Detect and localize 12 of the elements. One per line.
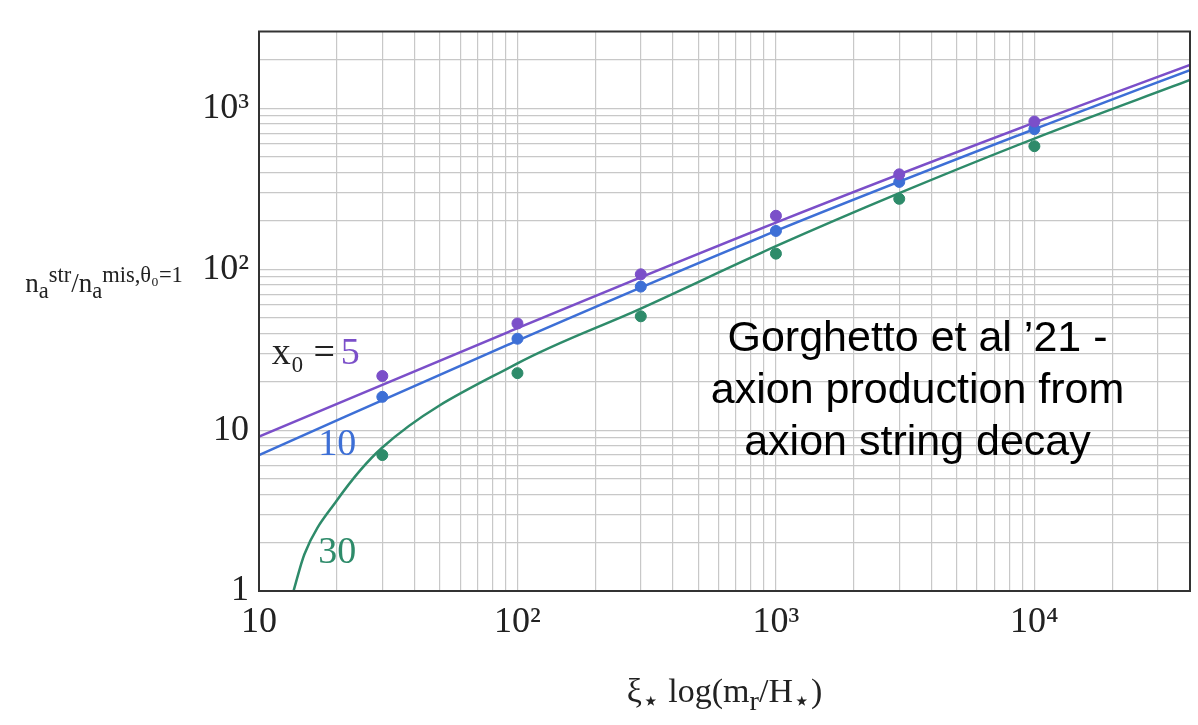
series-label: 30 — [318, 529, 357, 572]
y-tick-label: 10³ — [202, 85, 250, 126]
x-tick-label: 10² — [494, 600, 541, 641]
y-tick-label: 10² — [202, 246, 249, 287]
x-axis-title: ξ$_{⋆}$ log(m$_{r}$/H$_{⋆}$) — [625, 672, 824, 717]
series-label: 5 — [340, 329, 360, 372]
series-label: 10 — [318, 420, 357, 463]
x-tick-label: 10³ — [752, 600, 800, 641]
annotation: Gorghetto et al ’21 - axion production from axion string decay — [709, 311, 1126, 466]
x-tick-label: 10⁴ — [1010, 600, 1059, 641]
y-tick-label: 10 — [213, 407, 249, 448]
annotation: x₀ = — [271, 329, 335, 372]
